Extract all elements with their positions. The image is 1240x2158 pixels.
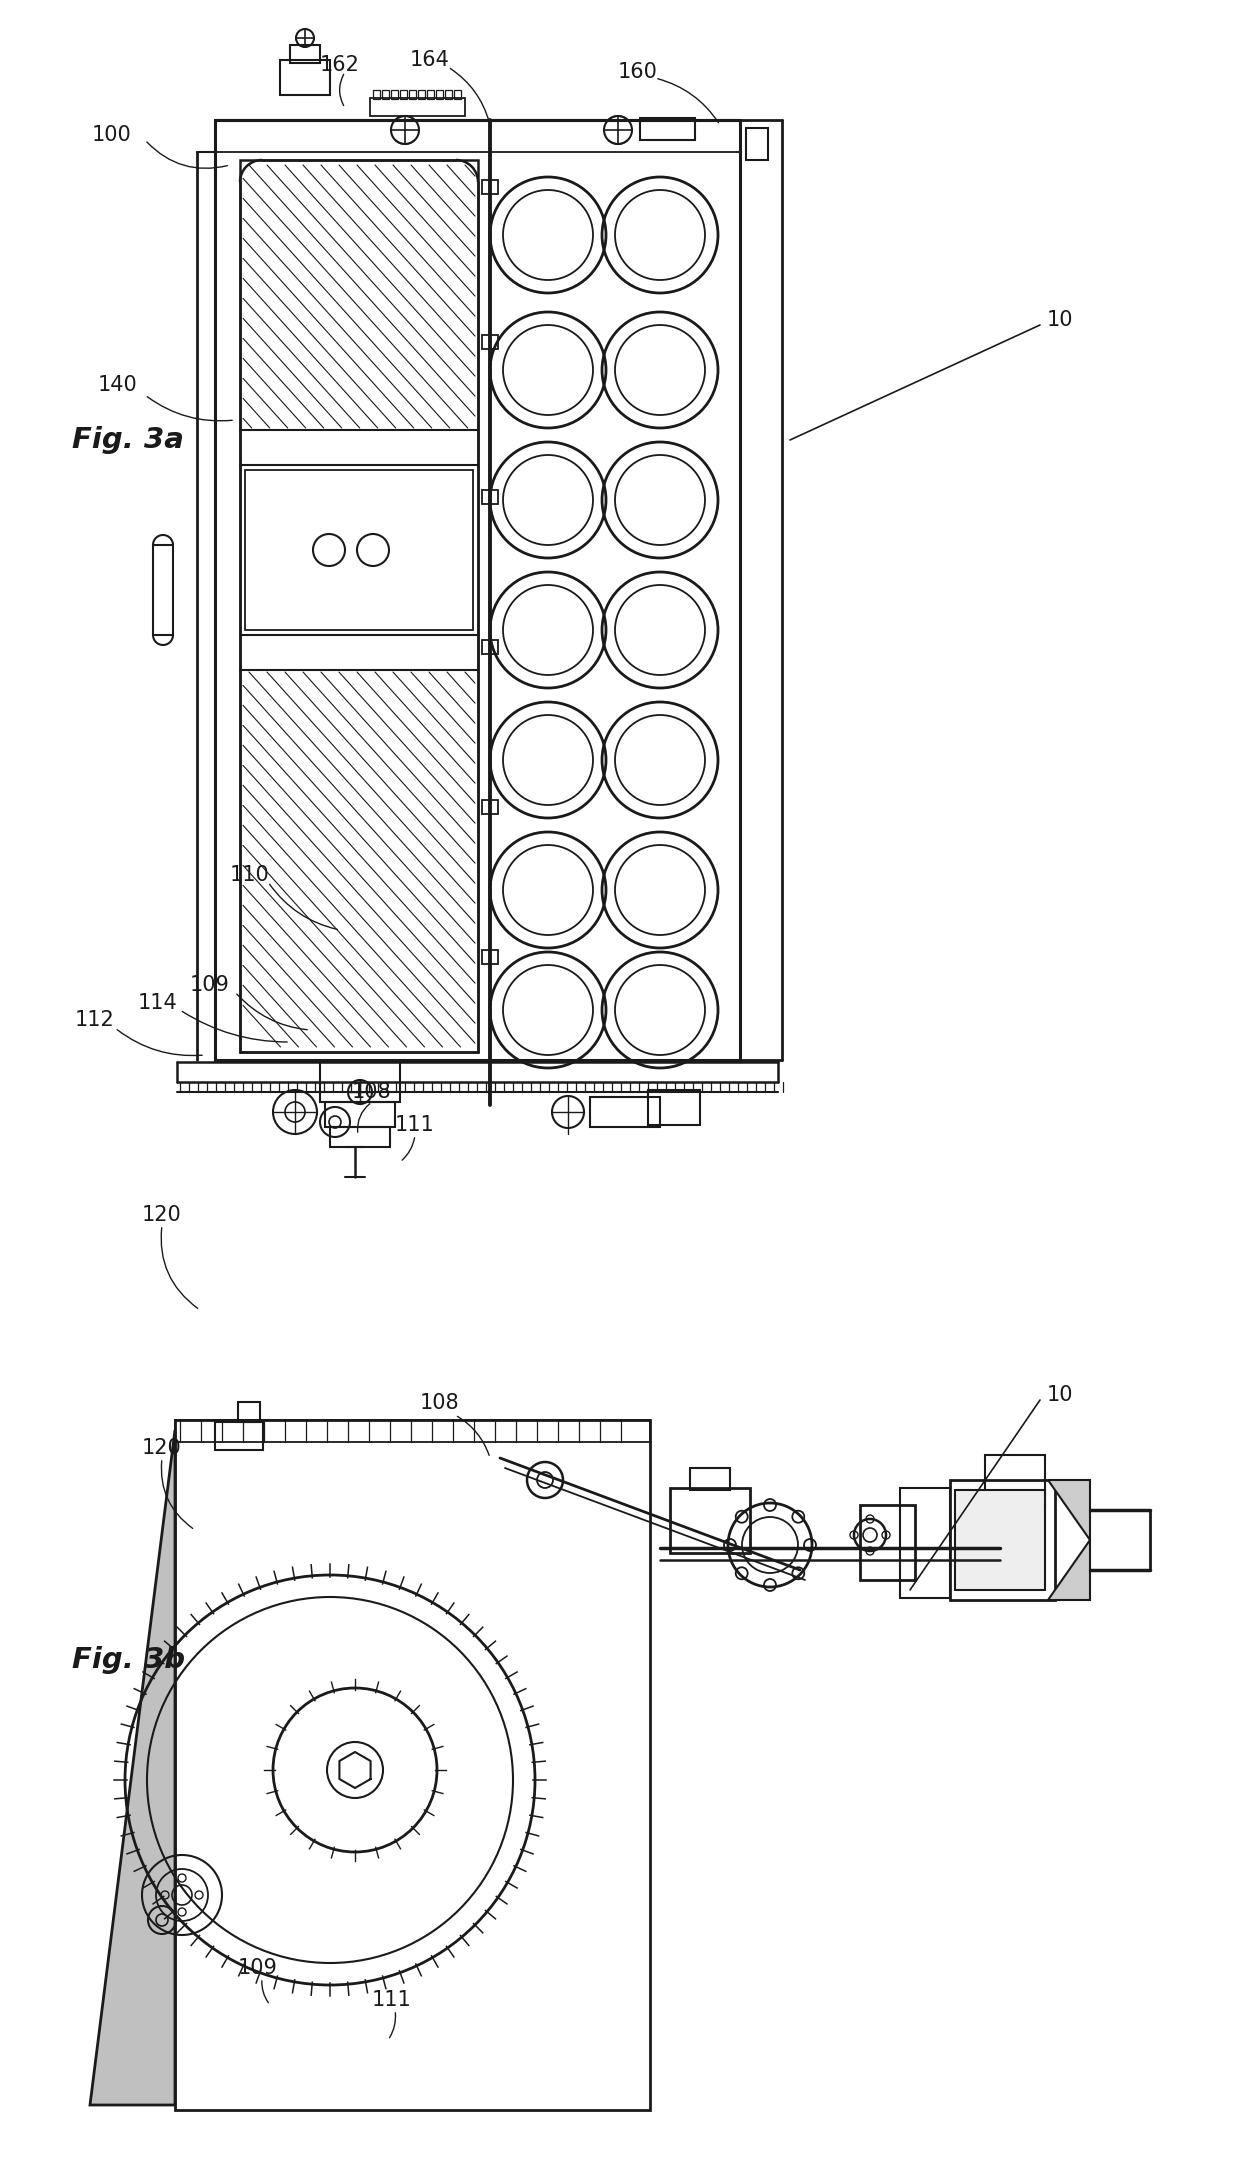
Text: 109: 109 bbox=[238, 1957, 278, 1979]
Bar bbox=[482, 801, 498, 814]
Polygon shape bbox=[1048, 1480, 1090, 1541]
Bar bbox=[427, 91, 434, 99]
Text: 10: 10 bbox=[1047, 311, 1074, 330]
Text: 162: 162 bbox=[320, 54, 360, 76]
Bar bbox=[861, 1504, 915, 1580]
Bar bbox=[590, 1096, 660, 1126]
Bar bbox=[401, 91, 407, 99]
Bar bbox=[985, 1454, 1045, 1504]
Text: 108: 108 bbox=[420, 1394, 460, 1413]
Text: 120: 120 bbox=[143, 1204, 182, 1226]
Bar bbox=[955, 1489, 1045, 1590]
Text: 100: 100 bbox=[92, 125, 131, 145]
Bar bbox=[238, 1403, 260, 1422]
Bar bbox=[330, 1126, 391, 1148]
Bar bbox=[689, 1467, 730, 1489]
Bar bbox=[320, 1062, 401, 1103]
Bar bbox=[418, 91, 425, 99]
Bar bbox=[950, 1480, 1055, 1599]
Text: 10: 10 bbox=[1047, 1385, 1074, 1405]
Bar bbox=[445, 91, 453, 99]
Bar bbox=[175, 1420, 650, 1442]
Bar bbox=[640, 119, 694, 140]
Text: 114: 114 bbox=[138, 993, 177, 1012]
Text: 140: 140 bbox=[98, 375, 138, 395]
Text: 164: 164 bbox=[410, 50, 450, 69]
Polygon shape bbox=[1048, 1541, 1090, 1599]
Bar bbox=[290, 45, 320, 63]
Bar bbox=[482, 641, 498, 654]
Bar bbox=[649, 1090, 701, 1124]
Text: Fig. 3b: Fig. 3b bbox=[72, 1647, 185, 1675]
Text: Fig. 3a: Fig. 3a bbox=[72, 425, 184, 453]
Bar bbox=[175, 1420, 650, 2111]
Bar bbox=[325, 1103, 396, 1126]
Text: 109: 109 bbox=[190, 975, 229, 995]
Bar bbox=[746, 127, 768, 160]
Bar bbox=[482, 179, 498, 194]
Bar bbox=[153, 546, 174, 634]
Bar bbox=[391, 91, 398, 99]
Polygon shape bbox=[91, 1431, 175, 2104]
Bar bbox=[900, 1489, 950, 1599]
Bar bbox=[382, 91, 389, 99]
Bar bbox=[454, 91, 461, 99]
Bar bbox=[482, 950, 498, 965]
Bar bbox=[246, 470, 472, 630]
Bar bbox=[241, 160, 477, 1051]
Text: 108: 108 bbox=[352, 1081, 392, 1103]
Bar bbox=[670, 1489, 750, 1554]
Text: 160: 160 bbox=[618, 63, 658, 82]
Bar bbox=[373, 91, 379, 99]
Bar bbox=[215, 121, 740, 1060]
Bar bbox=[482, 334, 498, 350]
Bar bbox=[215, 1422, 263, 1450]
Text: 111: 111 bbox=[396, 1116, 435, 1135]
Bar bbox=[409, 91, 415, 99]
Text: 110: 110 bbox=[231, 865, 270, 885]
Bar bbox=[436, 91, 443, 99]
Bar bbox=[280, 60, 330, 95]
Text: 120: 120 bbox=[143, 1437, 182, 1459]
Text: 112: 112 bbox=[76, 1010, 115, 1029]
Bar bbox=[482, 490, 498, 505]
Bar bbox=[370, 97, 465, 117]
Text: 111: 111 bbox=[372, 1990, 412, 2009]
